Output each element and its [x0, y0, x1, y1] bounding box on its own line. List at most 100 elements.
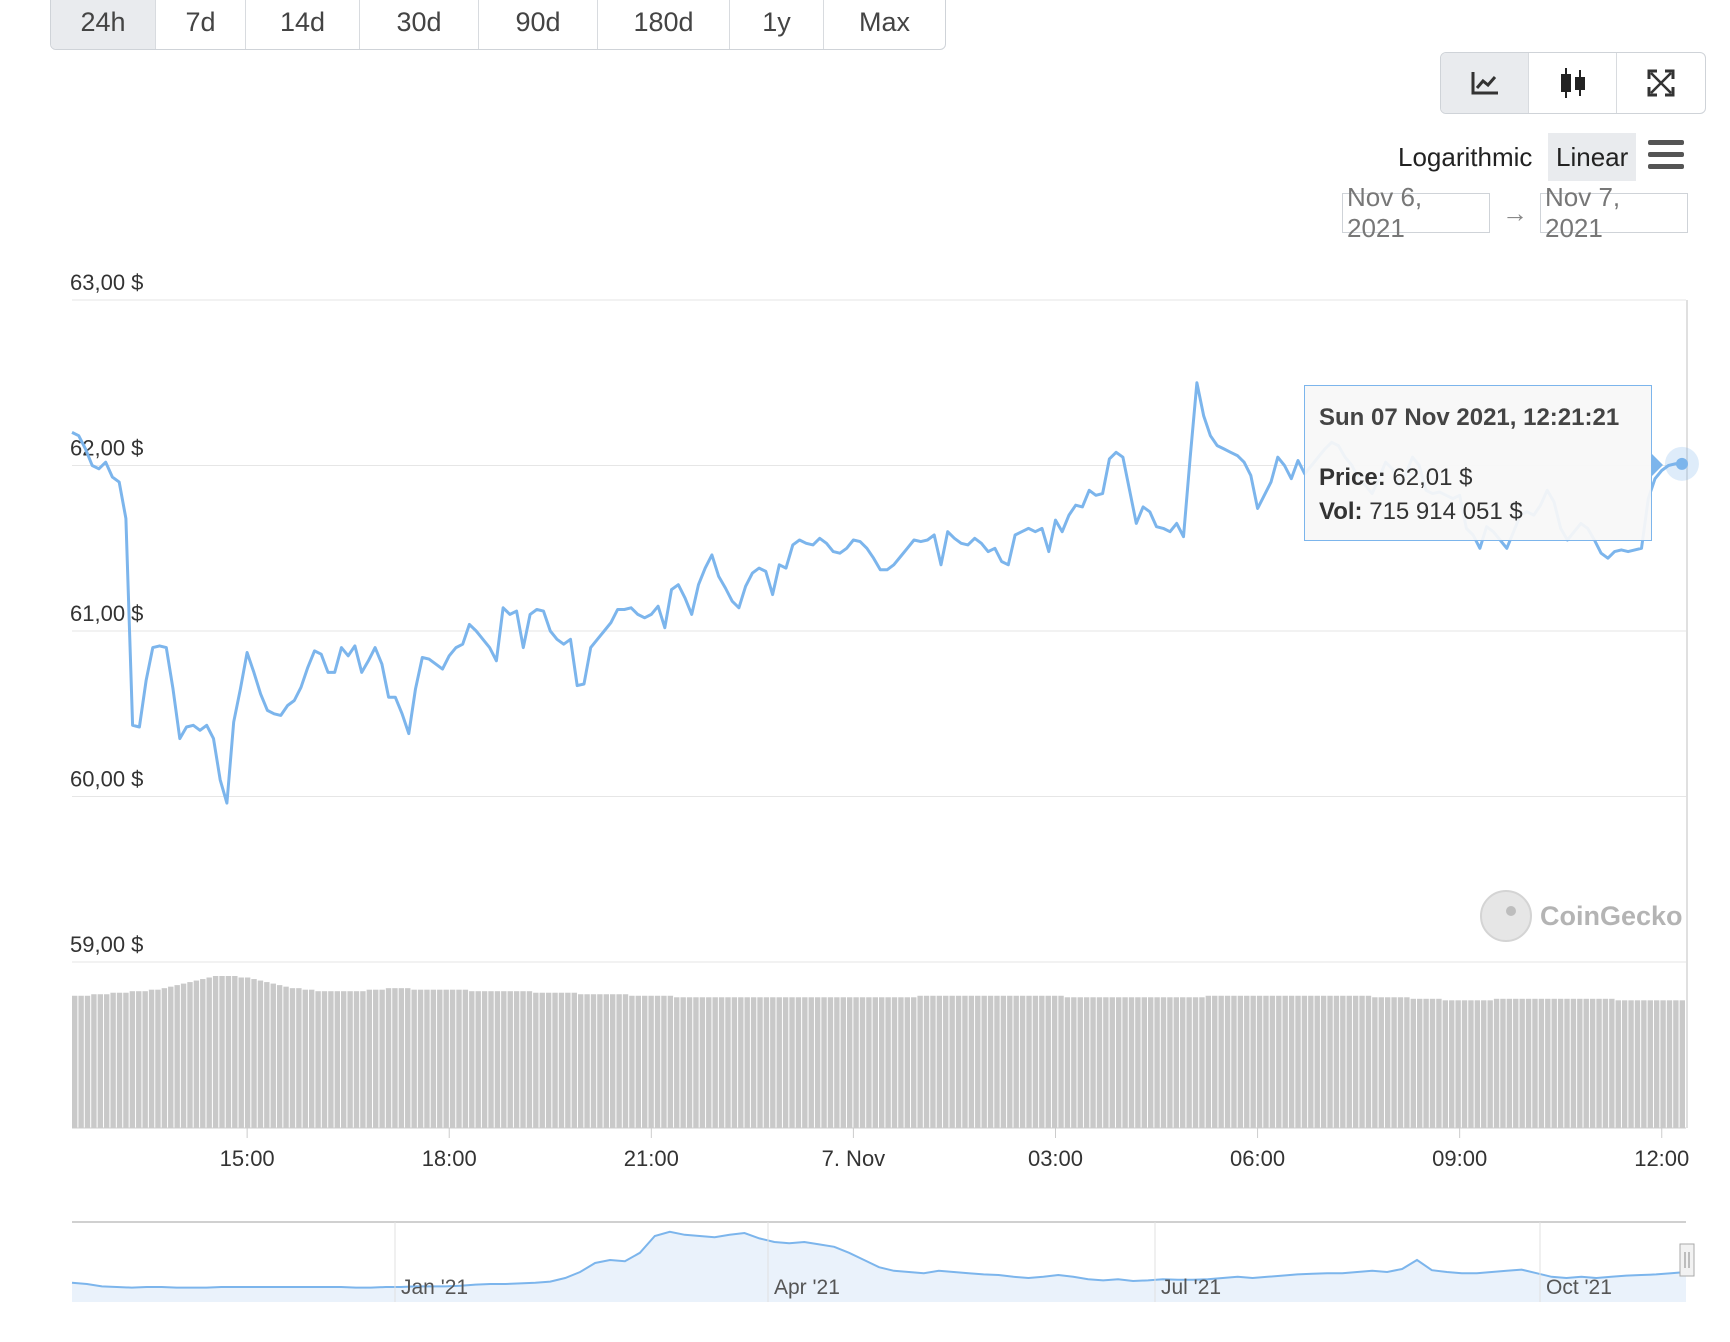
volume-bar [1673, 1000, 1679, 1128]
volume-bar [603, 994, 609, 1128]
date-range-arrow: → [1502, 198, 1528, 228]
volume-bar [853, 997, 859, 1128]
volume-bar [885, 997, 891, 1128]
volume-bar [1128, 997, 1135, 1128]
volume-bar [1327, 995, 1333, 1128]
volume-bar [1212, 995, 1218, 1128]
volume-bar [1449, 1000, 1455, 1128]
volume-bar [78, 995, 84, 1128]
tooltip-vol-label: Vol: [1319, 498, 1363, 525]
y-tick-label: 60,00 $ [70, 767, 143, 792]
volume-bar [1071, 997, 1077, 1128]
volume-bar [1045, 995, 1051, 1128]
volume-bar [334, 991, 340, 1128]
volume-bar [136, 991, 142, 1128]
volume-bar [168, 986, 174, 1128]
volume-bar [1167, 997, 1173, 1128]
watermark-text: CoinGecko [1540, 900, 1683, 931]
range-90d-button[interactable]: 90d [479, 0, 598, 49]
volume-bar [1551, 998, 1557, 1128]
volume-bar [1609, 998, 1615, 1128]
volume-bar [577, 994, 584, 1128]
range-7d-button[interactable]: 7d [156, 0, 246, 49]
volume-bar [72, 995, 78, 1128]
volume-bar [1513, 998, 1519, 1128]
volume-bar [1352, 995, 1359, 1128]
volume-bar [398, 988, 405, 1128]
range-1y-button[interactable]: 1y [730, 0, 824, 49]
gecko-logo-icon [1480, 890, 1532, 942]
line-chart-button[interactable] [1441, 53, 1529, 113]
volume-bar [1493, 998, 1500, 1128]
fullscreen-button[interactable] [1617, 53, 1705, 113]
linear-scale-option[interactable]: Linear [1548, 133, 1637, 181]
volume-bar [1218, 995, 1224, 1128]
volume-bar [1090, 997, 1096, 1128]
volume-bar [1615, 1000, 1621, 1128]
volume-bar [866, 997, 872, 1128]
volume-bar [289, 988, 296, 1128]
volume-bar [571, 992, 577, 1128]
range-14d-button[interactable]: 14d [246, 0, 360, 49]
x-tick-label: 7. Nov [822, 1146, 886, 1171]
x-tick-label: 12:00 [1634, 1146, 1689, 1171]
volume-bar [622, 994, 629, 1128]
volume-bar [712, 997, 718, 1128]
volume-bar [142, 991, 148, 1128]
range-30d-button[interactable]: 30d [360, 0, 479, 49]
volume-bar [174, 985, 180, 1128]
volume-bar [507, 991, 513, 1128]
candlestick-chart-button[interactable] [1529, 53, 1617, 113]
logarithmic-scale-option[interactable]: Logarithmic [1398, 141, 1533, 172]
volume-bar [411, 989, 417, 1128]
volume-bar [674, 997, 680, 1128]
volume-bar [725, 997, 731, 1128]
volume-bar [879, 997, 885, 1128]
volume-bar [968, 995, 975, 1128]
volume-bar [494, 991, 501, 1128]
volume-bar [930, 995, 936, 1128]
volume-bar [1019, 995, 1026, 1128]
navigator-label: Apr '21 [774, 1276, 840, 1299]
volume-bar [1378, 997, 1384, 1128]
volume-bar [110, 992, 116, 1128]
volume-bar [1384, 997, 1391, 1128]
volume-bar [456, 989, 462, 1128]
volume-bar [834, 997, 840, 1128]
hamburger-menu-icon[interactable] [1648, 140, 1684, 170]
volume-bar [296, 988, 302, 1128]
volume-bar [981, 995, 987, 1128]
coingecko-watermark: CoinGecko [1480, 890, 1683, 942]
volume-bar [1666, 1000, 1673, 1128]
volume-bar [1314, 995, 1320, 1128]
volume-bar [1058, 995, 1064, 1128]
volume-bar [533, 992, 539, 1128]
volume-bar [1160, 997, 1167, 1128]
volume-bar [693, 997, 699, 1128]
volume-bar [1410, 998, 1416, 1128]
volume-bar [417, 989, 424, 1128]
volume-bar [481, 991, 488, 1128]
volume-bar [610, 994, 616, 1128]
volume-bar [1064, 997, 1071, 1128]
range-max-button[interactable]: Max [858, 6, 910, 37]
volume-bar [116, 992, 123, 1128]
range-24h-button[interactable]: 24h [51, 0, 156, 49]
volume-bar [770, 997, 776, 1128]
volume-bar [225, 976, 232, 1128]
volume-bar [1039, 995, 1045, 1128]
volume-bar [488, 991, 494, 1128]
volume-bar [187, 982, 193, 1128]
volume-bar [443, 989, 449, 1128]
range-180d-button[interactable]: 180d [598, 0, 730, 49]
volume-bar [987, 995, 994, 1128]
volume-bar [629, 995, 635, 1128]
volume-bar [1391, 997, 1397, 1128]
volume-bar [763, 997, 770, 1128]
volume-bar [104, 994, 110, 1128]
volume-bar [1487, 1000, 1493, 1128]
volume-bar [148, 989, 155, 1128]
tooltip-date: Sun 07 Nov 2021, 12:21:21 [1319, 404, 1620, 431]
candlestick-icon [1560, 68, 1585, 98]
